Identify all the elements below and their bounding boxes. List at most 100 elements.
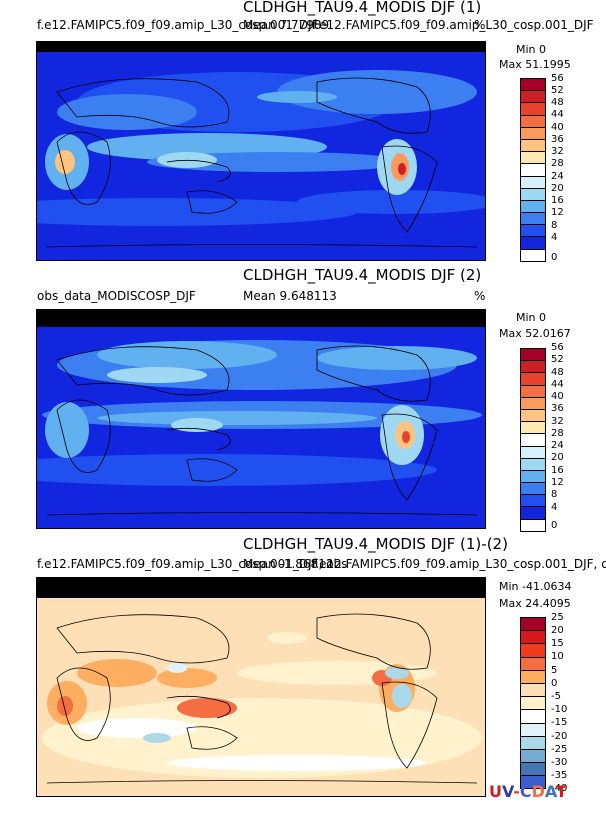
- panel1-units: %: [474, 18, 486, 32]
- panel2-colorbar-swatch: [521, 446, 545, 459]
- panel2-colorbar-swatch: [521, 422, 545, 435]
- panel2-colorbar-swatch: [521, 434, 545, 447]
- panel1-colorbar-swatch: [521, 213, 545, 226]
- panel2-colorbar-label: 32: [551, 416, 564, 427]
- panel1-title: CLDHGH_TAU9.4_MODIS DJF (1): [243, 0, 482, 16]
- panel2-min: Min 0: [516, 311, 547, 324]
- panel2-colorbar-label: 56: [551, 342, 564, 353]
- uvcdat-logo: UV-CDAT: [489, 784, 567, 800]
- panel3-min: Min -41.0634: [499, 580, 572, 593]
- panel3-colorbar-label: 0: [551, 678, 558, 689]
- panel2-colorbar-label: 4: [551, 502, 558, 513]
- panel3-colorbar-swatch: [521, 749, 545, 764]
- panel3-colorbar-label: -10: [551, 704, 568, 715]
- panel3-colorbar-label: 20: [551, 625, 564, 636]
- panel2-units: %: [474, 289, 486, 303]
- panel2-colorbar-label: 48: [551, 367, 564, 378]
- panel1-mean: Mean 7.77989: [243, 18, 330, 32]
- panel1-colorbar-swatch: [521, 91, 545, 104]
- panel1-colorbar-label: 8: [551, 220, 558, 231]
- panel2-case-name: obs_data_MODISCOSP_DJF: [37, 289, 196, 303]
- panel2-colorbar-label: 8: [551, 489, 558, 500]
- panel2-max: Max 52.0167: [499, 327, 571, 340]
- panel2-colorbar-swatch: [521, 495, 545, 508]
- panel2-colorbar-swatch: [521, 507, 545, 520]
- panel1-colorbar-swatch: [521, 200, 545, 214]
- panel2-colorbar-label: 36: [551, 403, 564, 414]
- panel1-colorbar-label: 4: [551, 232, 558, 243]
- panel1-colorbar-label: 24: [551, 171, 564, 182]
- logo-letter: A: [544, 782, 557, 801]
- panel2-colorbar-label: 24: [551, 440, 564, 451]
- panel3-colorbar-swatch: [521, 710, 545, 724]
- panel3-colorbar-label: 10: [551, 651, 564, 662]
- panel1-colorbar-swatch: [521, 188, 545, 201]
- panel3-case-name-right: f.e12.FAMIPC5.f09_f09.amip_L30_cosp.001_…: [312, 557, 606, 571]
- panel1-colorbar-label: 32: [551, 146, 564, 157]
- panel1-colorbar-swatch: [521, 127, 545, 140]
- panel3-colorbar-swatch: [521, 776, 545, 790]
- panel1-colorbar-label: 48: [551, 97, 564, 108]
- panel3-colorbar-label: -30: [551, 757, 568, 768]
- panel2-map: [36, 309, 486, 529]
- panel3-colorbar-label: -40: [551, 783, 568, 794]
- panel2-colorbar-label: 12: [551, 477, 564, 488]
- panel1-colorbar-swatch: [521, 225, 545, 238]
- panel3-colorbar-label: 15: [551, 638, 564, 649]
- panel3-case-name: f.e12.FAMIPC5.f09_f09.amip_L30_cosp.001_…: [37, 557, 348, 571]
- panel1-colorbar-label: 36: [551, 134, 564, 145]
- panel2-colorbar: [520, 348, 546, 532]
- panel2-contour-field: [37, 310, 485, 516]
- logo-letter: C: [519, 782, 532, 801]
- panel3-colorbar-swatch: [521, 657, 545, 671]
- panel3-colorbar-swatch: [521, 670, 545, 684]
- panel1-max: Max 51.1995: [499, 58, 571, 71]
- panel1-colorbar: [520, 78, 546, 262]
- panel1-colorbar-swatch: [521, 79, 545, 92]
- panel3-colorbar-swatch: [521, 697, 545, 711]
- panel1-colorbar-swatch: [521, 176, 545, 189]
- panel3-contour-field: [37, 578, 485, 784]
- panel2-colorbar-swatch: [521, 483, 545, 496]
- panel3-colorbar-swatch: [521, 723, 545, 737]
- panel3-colorbar-swatch: [521, 736, 545, 750]
- panel3-title: CLDHGH_TAU9.4_MODIS DJF (1)-(2): [243, 535, 508, 553]
- logo-letter: V: [502, 782, 514, 801]
- panel3-colorbar-swatch: [521, 618, 545, 632]
- panel2-colorbar-label: 0: [551, 520, 558, 531]
- panel1-colorbar-label: 40: [551, 122, 564, 133]
- panel3-colorbar-label: 5: [551, 665, 558, 676]
- panel3-colorbar: [520, 617, 546, 790]
- panel3-colorbar-swatch: [521, 763, 545, 777]
- panel2-colorbar-swatch: [521, 361, 545, 374]
- panel1-colorbar-label: 12: [551, 207, 564, 218]
- panel3-map: [36, 577, 486, 797]
- panel1-colorbar-label: 28: [551, 158, 564, 169]
- panel1-map: [36, 41, 486, 261]
- panel1-min: Min 0: [516, 43, 547, 56]
- panel3-colorbar-label: 25: [551, 612, 564, 623]
- panel2-colorbar-swatch: [521, 409, 545, 423]
- panel1-colorbar-label: 20: [551, 183, 564, 194]
- logo-letter: -: [513, 782, 520, 801]
- panel2-colorbar-label: 44: [551, 379, 564, 390]
- panel1-colorbar-swatch: [521, 164, 545, 177]
- panel2-colorbar-swatch: [521, 470, 545, 484]
- panel1-contour-field: [37, 42, 485, 260]
- panel3-max: Max 24.4095: [499, 597, 571, 610]
- panel2-colorbar-swatch: [521, 397, 545, 410]
- panel1-colorbar-label: 16: [551, 195, 564, 206]
- panel2-colorbar-swatch: [521, 458, 545, 471]
- panel3-colorbar-swatch: [521, 683, 545, 698]
- panel1-colorbar-label: 56: [551, 73, 564, 84]
- panel3-colorbar-label: -5: [551, 691, 561, 702]
- panel2-title: CLDHGH_TAU9.4_MODIS DJF (2): [243, 266, 482, 284]
- panel2-colorbar-label: 40: [551, 391, 564, 402]
- panel1-case-name-right: f.e12.FAMIPC5.f09_f09.amip_L30_cosp.001_…: [312, 18, 594, 32]
- logo-letter: D: [531, 782, 545, 801]
- panel1-colorbar-swatch: [521, 139, 545, 153]
- logo-letter: U: [489, 782, 502, 801]
- panel2-colorbar-label: 16: [551, 465, 564, 476]
- panel2-colorbar-label: 28: [551, 428, 564, 439]
- panel3-colorbar-label: -20: [551, 731, 568, 742]
